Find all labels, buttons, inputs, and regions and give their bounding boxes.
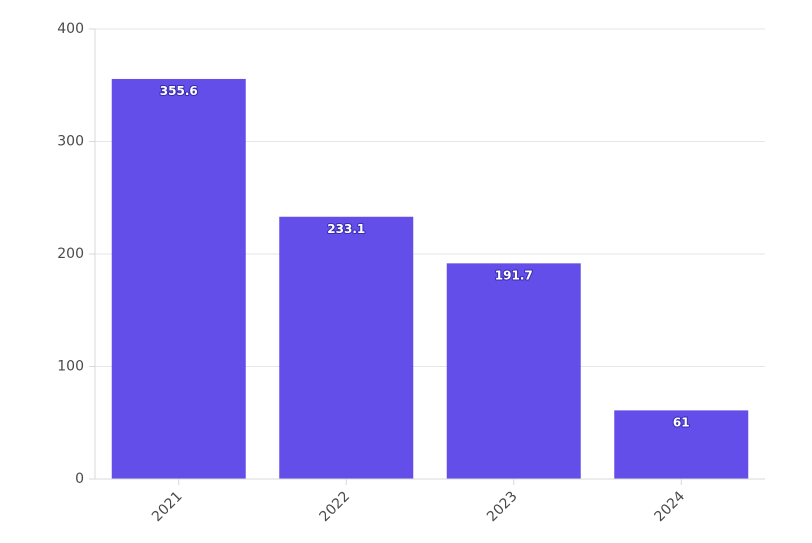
data-label: 355.6 bbox=[160, 84, 198, 98]
bar-2022 bbox=[279, 216, 414, 479]
data-label: 233.1 bbox=[327, 222, 365, 236]
bar-2021 bbox=[111, 78, 246, 479]
x-tick-label: 2023 bbox=[484, 489, 521, 526]
axes bbox=[89, 28, 765, 485]
y-tick-label: 200 bbox=[57, 246, 84, 262]
y-tick-label: 0 bbox=[75, 471, 84, 487]
x-tick-label: 2022 bbox=[317, 489, 354, 526]
x-tick-label: 2021 bbox=[149, 489, 186, 526]
y-tick-label: 300 bbox=[57, 134, 84, 150]
data-label: 191.7 bbox=[495, 268, 533, 282]
y-axis-tick-labels: 0 100 200 300 400 bbox=[57, 21, 84, 487]
x-axis-tick-labels: 2021 2022 2023 2024 bbox=[149, 488, 688, 525]
bars bbox=[111, 78, 749, 479]
y-tick-label: 100 bbox=[57, 359, 84, 375]
bar-2024 bbox=[614, 410, 749, 479]
data-label: 61 bbox=[673, 415, 690, 429]
data-labels: 355.6 233.1 191.7 61 bbox=[159, 83, 691, 430]
x-tick-label: 2024 bbox=[652, 488, 689, 525]
bar-2023 bbox=[446, 263, 581, 479]
y-tick-label: 400 bbox=[57, 21, 84, 37]
